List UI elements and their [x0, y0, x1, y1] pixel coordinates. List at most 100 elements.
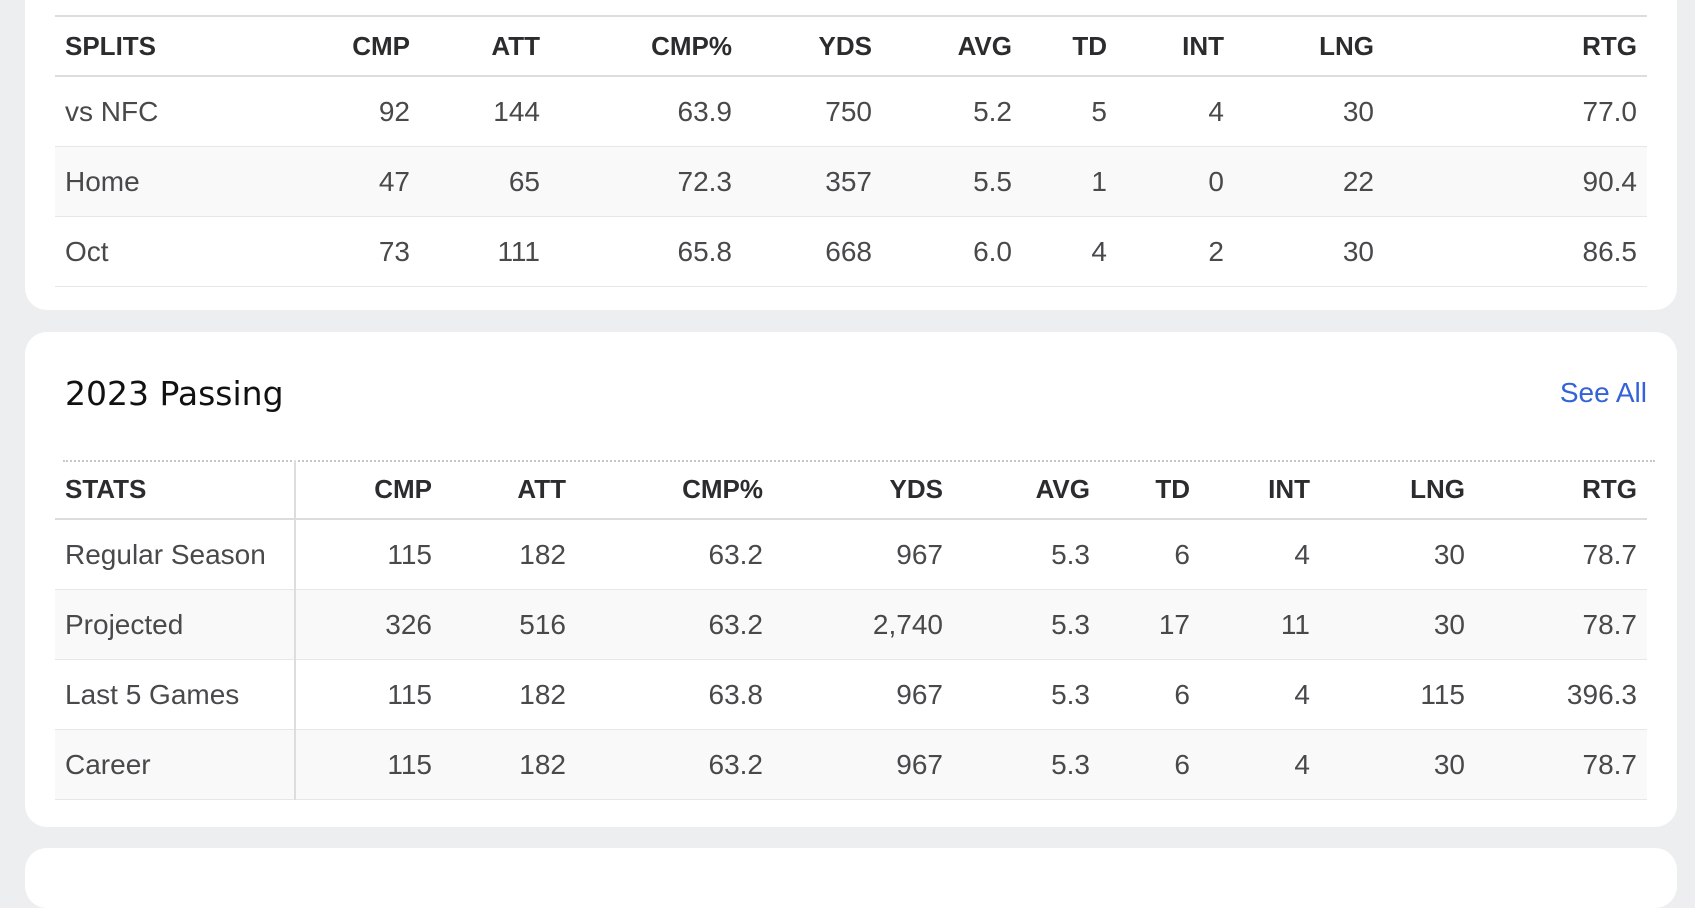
passing-header-int[interactable]: INT: [1200, 460, 1320, 520]
table-cell: 90.4: [1384, 146, 1647, 217]
stat-label: Last 5 Games: [55, 659, 296, 730]
table-cell: 357: [742, 146, 882, 217]
table-cell: 72.3: [550, 146, 742, 217]
table-cell: 6: [1100, 519, 1200, 590]
table-row: vs NFC 92 144 63.9 750 5.2 5 4 30 77.0: [55, 76, 1647, 147]
splits-header-yds[interactable]: YDS: [742, 15, 882, 77]
table-cell: 4: [1200, 659, 1320, 730]
section-title: 2023 Passing: [65, 374, 284, 413]
table-cell: 30: [1320, 729, 1475, 800]
splits-header-att[interactable]: ATT: [420, 15, 550, 77]
passing-stats-table: STATS CMP ATT CMP% YDS AVG TD INT LNG RT…: [55, 460, 1647, 800]
table-cell: 77.0: [1384, 76, 1647, 147]
table-row: Career 115 182 63.2 967 5.3 6 4 30 78.7: [55, 729, 1647, 800]
passing-header-lng[interactable]: LNG: [1320, 460, 1475, 520]
splits-header-splits[interactable]: SPLITS: [55, 15, 265, 77]
table-cell: 668: [742, 216, 882, 287]
table-cell: 5.3: [953, 729, 1100, 800]
splits-card: SPLITS CMP ATT CMP% YDS AVG TD INT LNG R…: [25, 0, 1677, 310]
table-cell: 115: [1320, 659, 1475, 730]
table-cell: 144: [420, 76, 550, 147]
splits-header-lng[interactable]: LNG: [1234, 15, 1384, 77]
splits-header-row: SPLITS CMP ATT CMP% YDS AVG TD INT LNG R…: [55, 15, 1647, 77]
table-cell: 5: [1022, 76, 1117, 147]
table-cell: 63.9: [550, 76, 742, 147]
table-cell: 5.3: [953, 519, 1100, 590]
table-cell: 182: [442, 729, 576, 800]
table-cell: 4: [1200, 519, 1320, 590]
table-cell: 967: [773, 519, 953, 590]
splits-header-td[interactable]: TD: [1022, 15, 1117, 77]
table-cell: 182: [442, 659, 576, 730]
stat-label: Regular Season: [55, 519, 296, 590]
table-cell: 115: [295, 659, 442, 730]
table-cell: 6.0: [882, 216, 1022, 287]
table-cell: 6: [1100, 729, 1200, 800]
table-cell: 5.3: [953, 589, 1100, 660]
table-cell: 78.7: [1475, 729, 1647, 800]
splits-header-avg[interactable]: AVG: [882, 15, 1022, 77]
table-cell: 967: [773, 659, 953, 730]
table-cell: 182: [442, 519, 576, 590]
table-cell: 63.2: [576, 729, 773, 800]
table-cell: 63.2: [576, 519, 773, 590]
table-cell: 30: [1234, 216, 1384, 287]
split-label: Oct: [55, 216, 265, 287]
passing-header-att[interactable]: ATT: [442, 460, 576, 520]
table-cell: 63.2: [576, 589, 773, 660]
table-cell: 4: [1022, 216, 1117, 287]
table-cell: 750: [742, 76, 882, 147]
splits-header-rtg[interactable]: RTG: [1384, 15, 1647, 77]
passing-card: 2023 Passing See All STATS CMP ATT CMP% …: [25, 332, 1677, 827]
stat-label: Projected: [55, 589, 296, 660]
table-cell: 1: [1022, 146, 1117, 217]
passing-header-stats[interactable]: STATS: [55, 460, 296, 520]
table-cell: 4: [1200, 729, 1320, 800]
table-row: Oct 73 111 65.8 668 6.0 4 2 30 86.5: [55, 216, 1647, 287]
table-cell: 5.3: [953, 659, 1100, 730]
table-row: Projected 326 516 63.2 2,740 5.3 17 11 3…: [55, 589, 1647, 660]
see-all-link[interactable]: See All: [1559, 377, 1647, 408]
table-cell: 967: [773, 729, 953, 800]
table-cell: 47: [265, 146, 420, 217]
passing-header-cmp[interactable]: CMP: [295, 460, 442, 520]
passing-header-cmp-pct[interactable]: CMP%: [576, 460, 773, 520]
split-label: Home: [55, 146, 265, 217]
table-cell: 111: [420, 216, 550, 287]
passing-header-row: STATS CMP ATT CMP% YDS AVG TD INT LNG RT…: [55, 460, 1647, 520]
stat-label: Career: [55, 729, 296, 800]
passing-header-td[interactable]: TD: [1100, 460, 1200, 520]
table-cell: 78.7: [1475, 589, 1647, 660]
passing-header-rtg[interactable]: RTG: [1475, 460, 1647, 520]
table-cell: 516: [442, 589, 576, 660]
splits-header-cmp-pct[interactable]: CMP%: [550, 15, 742, 77]
table-cell: 2,740: [773, 589, 953, 660]
table-cell: 115: [295, 519, 442, 590]
table-cell: 30: [1320, 519, 1475, 590]
next-card: [25, 848, 1677, 908]
table-cell: 5.2: [882, 76, 1022, 147]
table-cell: 63.8: [576, 659, 773, 730]
splits-table: SPLITS CMP ATT CMP% YDS AVG TD INT LNG R…: [55, 15, 1647, 287]
table-cell: 73: [265, 216, 420, 287]
splits-header-int[interactable]: INT: [1117, 15, 1234, 77]
table-cell: 65.8: [550, 216, 742, 287]
table-cell: 115: [295, 729, 442, 800]
table-cell: 86.5: [1384, 216, 1647, 287]
table-cell: 22: [1234, 146, 1384, 217]
table-cell: 30: [1320, 589, 1475, 660]
table-cell: 4: [1117, 76, 1234, 147]
table-cell: 5.5: [882, 146, 1022, 217]
passing-header-yds[interactable]: YDS: [773, 460, 953, 520]
table-row: Home 47 65 72.3 357 5.5 1 0 22 90.4: [55, 146, 1647, 217]
table-row: Regular Season 115 182 63.2 967 5.3 6 4 …: [55, 519, 1647, 590]
passing-header-avg[interactable]: AVG: [953, 460, 1100, 520]
split-label: vs NFC: [55, 76, 265, 147]
table-row: Last 5 Games 115 182 63.8 967 5.3 6 4 11…: [55, 659, 1647, 730]
table-cell: 0: [1117, 146, 1234, 217]
table-cell: 396.3: [1475, 659, 1647, 730]
splits-header-cmp[interactable]: CMP: [265, 15, 420, 77]
table-cell: 17: [1100, 589, 1200, 660]
table-cell: 78.7: [1475, 519, 1647, 590]
table-cell: 30: [1234, 76, 1384, 147]
